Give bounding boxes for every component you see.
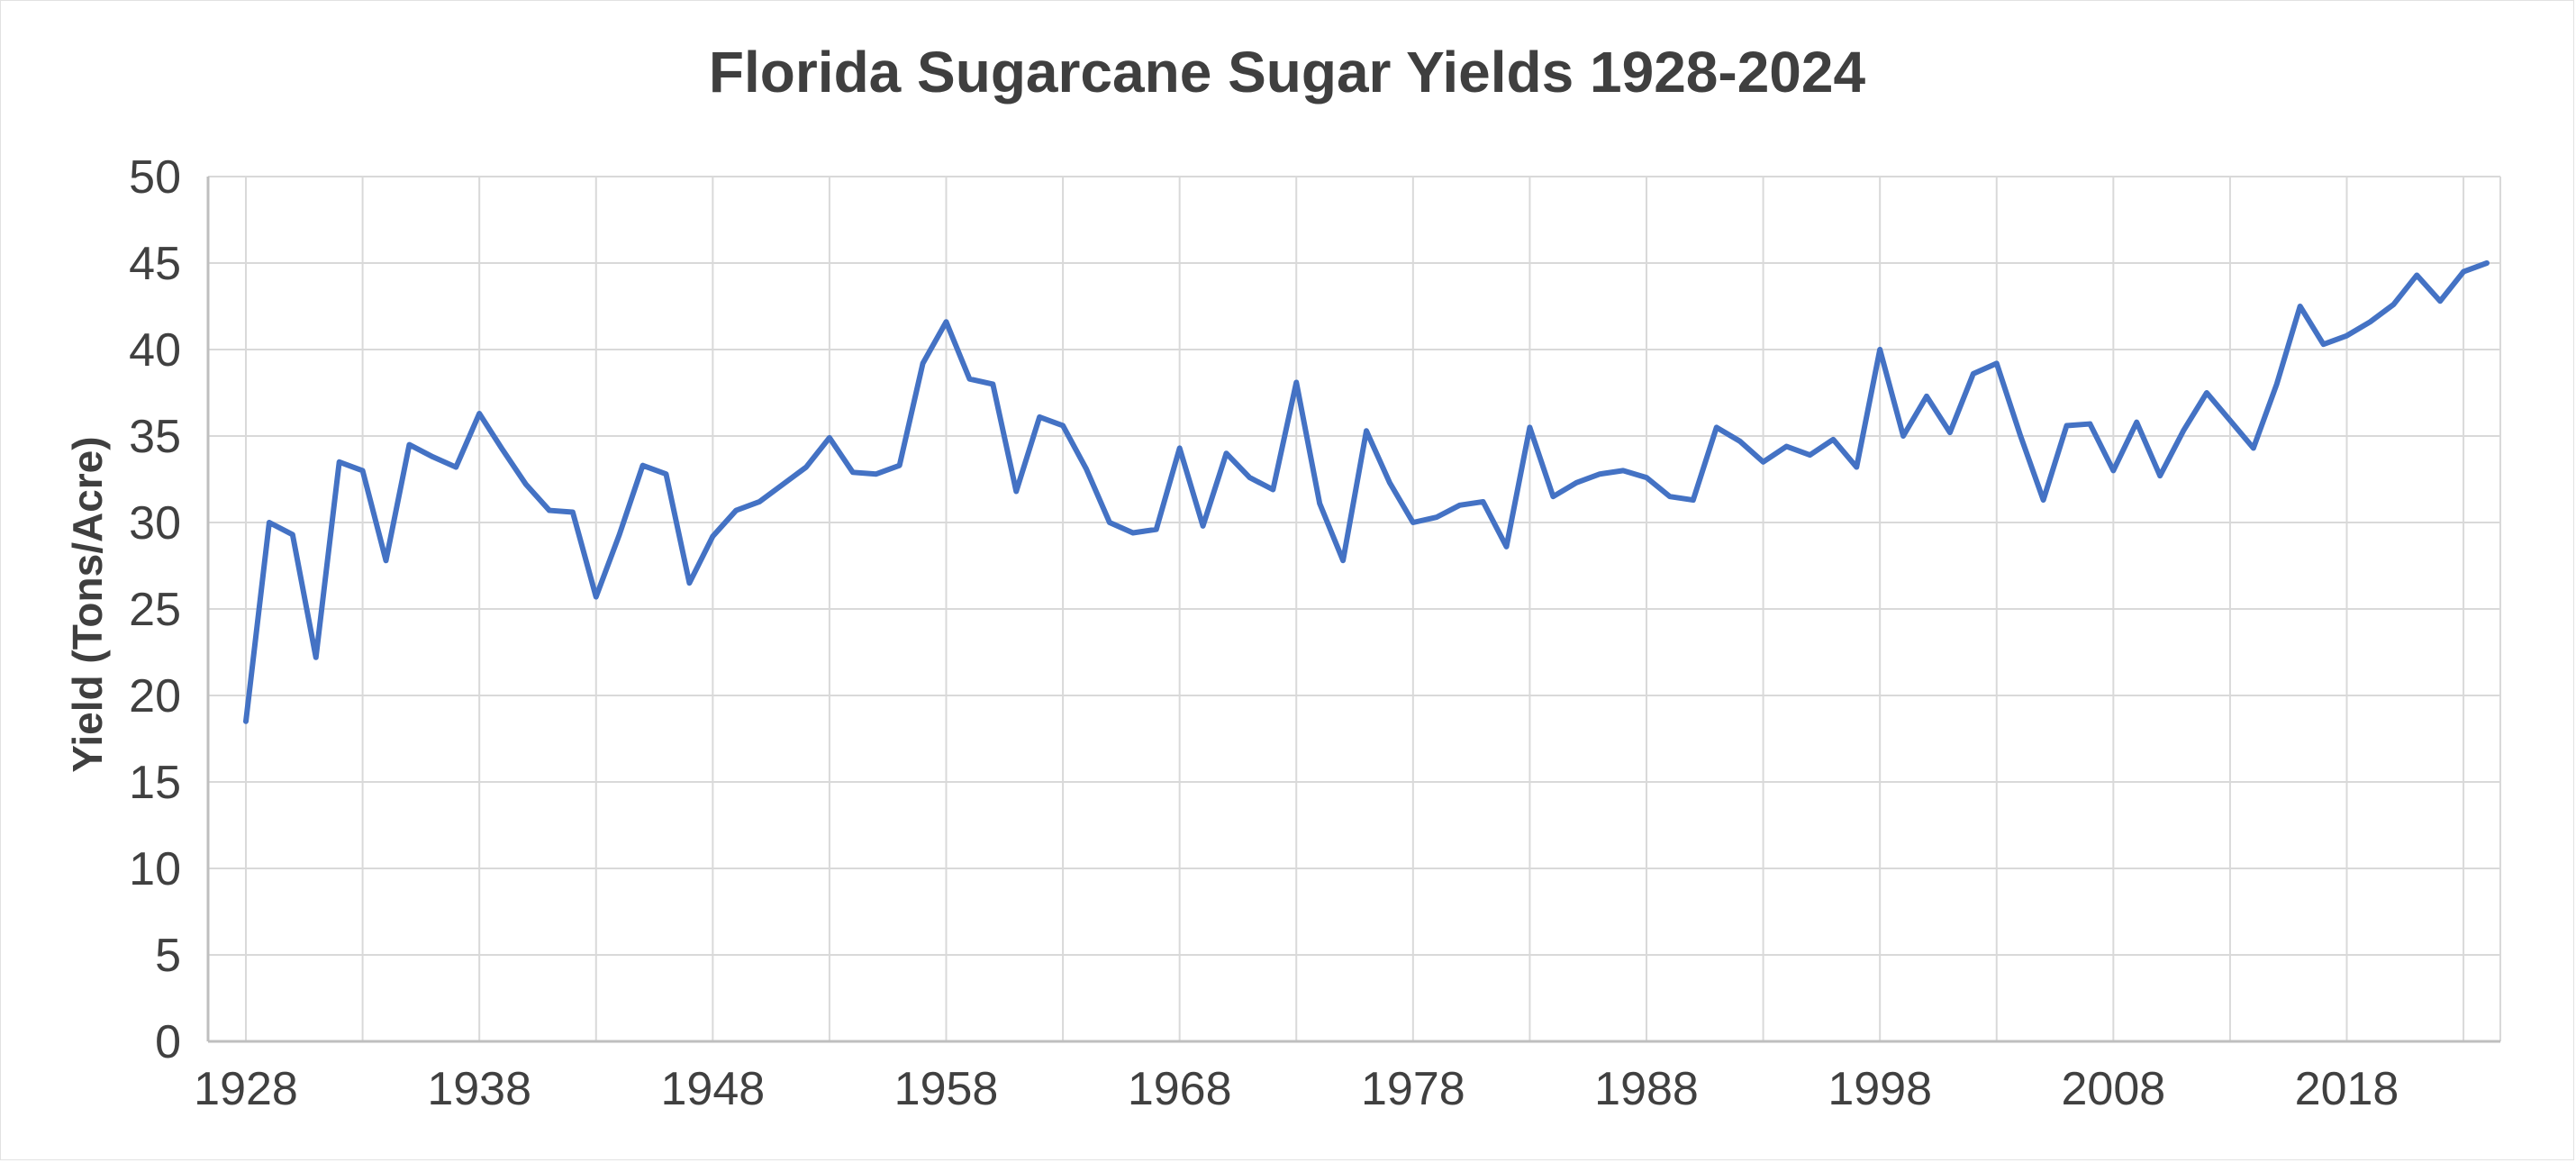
x-tick-label: 1978 <box>1361 1063 1465 1115</box>
x-tick-label: 1928 <box>194 1063 298 1115</box>
y-tick-label: 40 <box>129 324 181 377</box>
chart-title: Florida Sugarcane Sugar Yields 1928-2024 <box>708 40 1866 104</box>
x-tick-label: 1948 <box>660 1063 765 1115</box>
y-tick-label: 25 <box>129 584 181 636</box>
y-tick-label: 5 <box>155 930 181 982</box>
y-tick-label: 15 <box>129 757 181 809</box>
data-line-yield <box>243 260 2490 724</box>
y-tick-label: 0 <box>155 1016 181 1068</box>
x-tick-label: 1998 <box>1828 1063 1932 1115</box>
y-tick-label: 20 <box>129 670 181 722</box>
x-tick-label: 1968 <box>1128 1063 1232 1115</box>
x-tick-label: 1988 <box>1594 1063 1699 1115</box>
x-tick-label: 1958 <box>894 1063 999 1115</box>
y-tick-label: 35 <box>129 411 181 463</box>
y-tick-label: 10 <box>129 843 181 895</box>
y-tick-label: 45 <box>129 238 181 290</box>
x-tick-label: 1938 <box>427 1063 531 1115</box>
x-tick-label: 2008 <box>2061 1063 2165 1115</box>
y-tick-label: 50 <box>129 151 181 204</box>
x-tick-label: 2018 <box>2295 1063 2399 1115</box>
y-tick-label: 30 <box>129 497 181 550</box>
